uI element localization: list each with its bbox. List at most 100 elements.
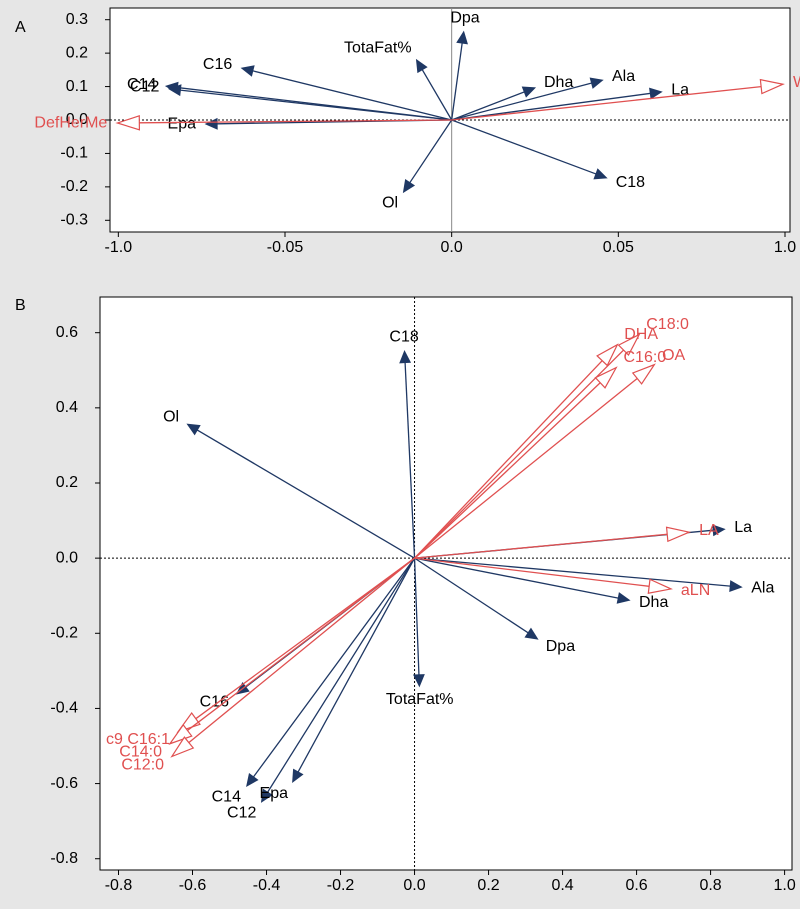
arrow-label: C18 <box>616 174 645 191</box>
arrow-head <box>167 84 182 97</box>
arrow <box>412 558 425 688</box>
panel-label: A <box>15 19 26 36</box>
arrow-label: TotaFat% <box>344 39 412 56</box>
arrow-head <box>170 736 195 758</box>
x-tick-label: -0.05 <box>267 239 304 256</box>
y-tick-label: 0.2 <box>56 474 78 491</box>
arrow-head <box>594 366 618 389</box>
arrow-label: C12 <box>227 805 256 822</box>
arrow-head <box>246 772 259 788</box>
arrow-head <box>399 350 412 364</box>
arrow-label: C14 <box>212 788 241 805</box>
arrow-head <box>589 77 604 89</box>
y-tick-label: 0.0 <box>66 111 88 128</box>
arrow-head <box>665 526 692 543</box>
arrow <box>170 557 415 758</box>
arrow-label: TotaFat% <box>386 691 454 708</box>
arrow-head <box>412 674 425 688</box>
plot-area <box>99 296 793 871</box>
arrow-shaft <box>404 355 416 559</box>
arrow-head <box>759 78 785 95</box>
arrow-shaft <box>451 91 658 121</box>
arrow <box>246 557 416 788</box>
arrow-label: C12 <box>130 79 159 96</box>
arrow <box>451 78 785 121</box>
arrow-label: Dpa <box>546 638 575 655</box>
arrow-head <box>616 592 631 604</box>
y-tick-label: 0.2 <box>66 44 88 61</box>
arrow-head <box>521 86 537 98</box>
arrow <box>115 114 452 131</box>
arrow-shaft <box>414 360 603 559</box>
x-tick-label: -0.2 <box>327 877 355 894</box>
x-tick-label: -0.8 <box>105 877 133 894</box>
arrow <box>414 333 641 559</box>
arrow-shaft <box>188 557 415 744</box>
arrow-head <box>647 578 673 595</box>
arrow-shaft <box>418 63 453 121</box>
arrow-label: C16 <box>203 56 232 73</box>
arrow <box>168 557 415 745</box>
y-tick-label: 0.0 <box>56 549 78 566</box>
arrow-shaft <box>405 119 453 189</box>
arrow-shaft <box>451 119 603 178</box>
arrow-label: C14 <box>127 76 156 93</box>
y-tick-label: -0.2 <box>50 625 78 642</box>
arrow-label: LA <box>699 522 719 539</box>
arrow-shaft <box>413 558 420 682</box>
arrow-label: La <box>734 519 752 536</box>
x-tick-label: -1.0 <box>105 239 133 256</box>
arrow-label: Ala <box>751 580 774 597</box>
arrow <box>402 119 453 194</box>
arrow <box>451 30 468 121</box>
arrow-label: aLN <box>681 582 710 599</box>
arrow-shaft <box>414 382 601 559</box>
arrow-head <box>168 723 193 745</box>
arrow-head <box>617 333 641 357</box>
arrow-head <box>649 87 663 100</box>
arrow-shaft <box>414 533 668 559</box>
arrow-label: La <box>671 81 689 98</box>
arrow-head <box>402 178 416 194</box>
arrow-label: OA <box>662 347 685 364</box>
y-tick-label: 0.4 <box>56 399 78 416</box>
y-tick-label: -0.3 <box>60 212 88 229</box>
arrow-shaft <box>414 557 738 588</box>
x-tick-label: 0.4 <box>551 877 573 894</box>
arrow <box>415 58 453 121</box>
arrow-head <box>524 627 539 640</box>
arrow <box>451 86 537 121</box>
arrow <box>414 557 743 592</box>
arrow-shaft <box>195 557 415 720</box>
panel-label: B <box>15 297 26 314</box>
arrow-label: Ala <box>612 68 635 85</box>
arrow <box>451 119 608 180</box>
arrow-label: c9 C16:1 <box>106 731 170 748</box>
arrow <box>240 65 452 121</box>
arrow-label: Epa <box>168 115 197 132</box>
arrow-shaft <box>173 88 452 121</box>
arrow-head <box>596 343 619 367</box>
arrow-label: Dha <box>639 594 668 611</box>
arrow <box>414 557 673 595</box>
y-tick-label: -0.8 <box>50 850 78 867</box>
arrow <box>414 557 539 640</box>
arrow <box>414 363 656 559</box>
arrow <box>292 557 416 783</box>
arrow-head <box>415 58 428 74</box>
y-tick-label: -0.2 <box>60 178 88 195</box>
arrow <box>414 526 692 559</box>
arrow-shaft <box>414 557 535 638</box>
y-tick-label: -0.4 <box>50 700 78 717</box>
arrow <box>167 84 452 121</box>
x-tick-label: 0.0 <box>441 239 463 256</box>
arrow-head <box>456 30 468 45</box>
arrow-label: C16 <box>200 693 229 710</box>
arrow-label: DefHerMe <box>34 114 107 131</box>
arrow-label: Ol <box>382 195 398 212</box>
y-tick-label: 0.1 <box>66 78 88 95</box>
arrow <box>186 423 415 559</box>
arrow-shaft <box>451 35 464 121</box>
arrow-shaft <box>414 557 626 601</box>
